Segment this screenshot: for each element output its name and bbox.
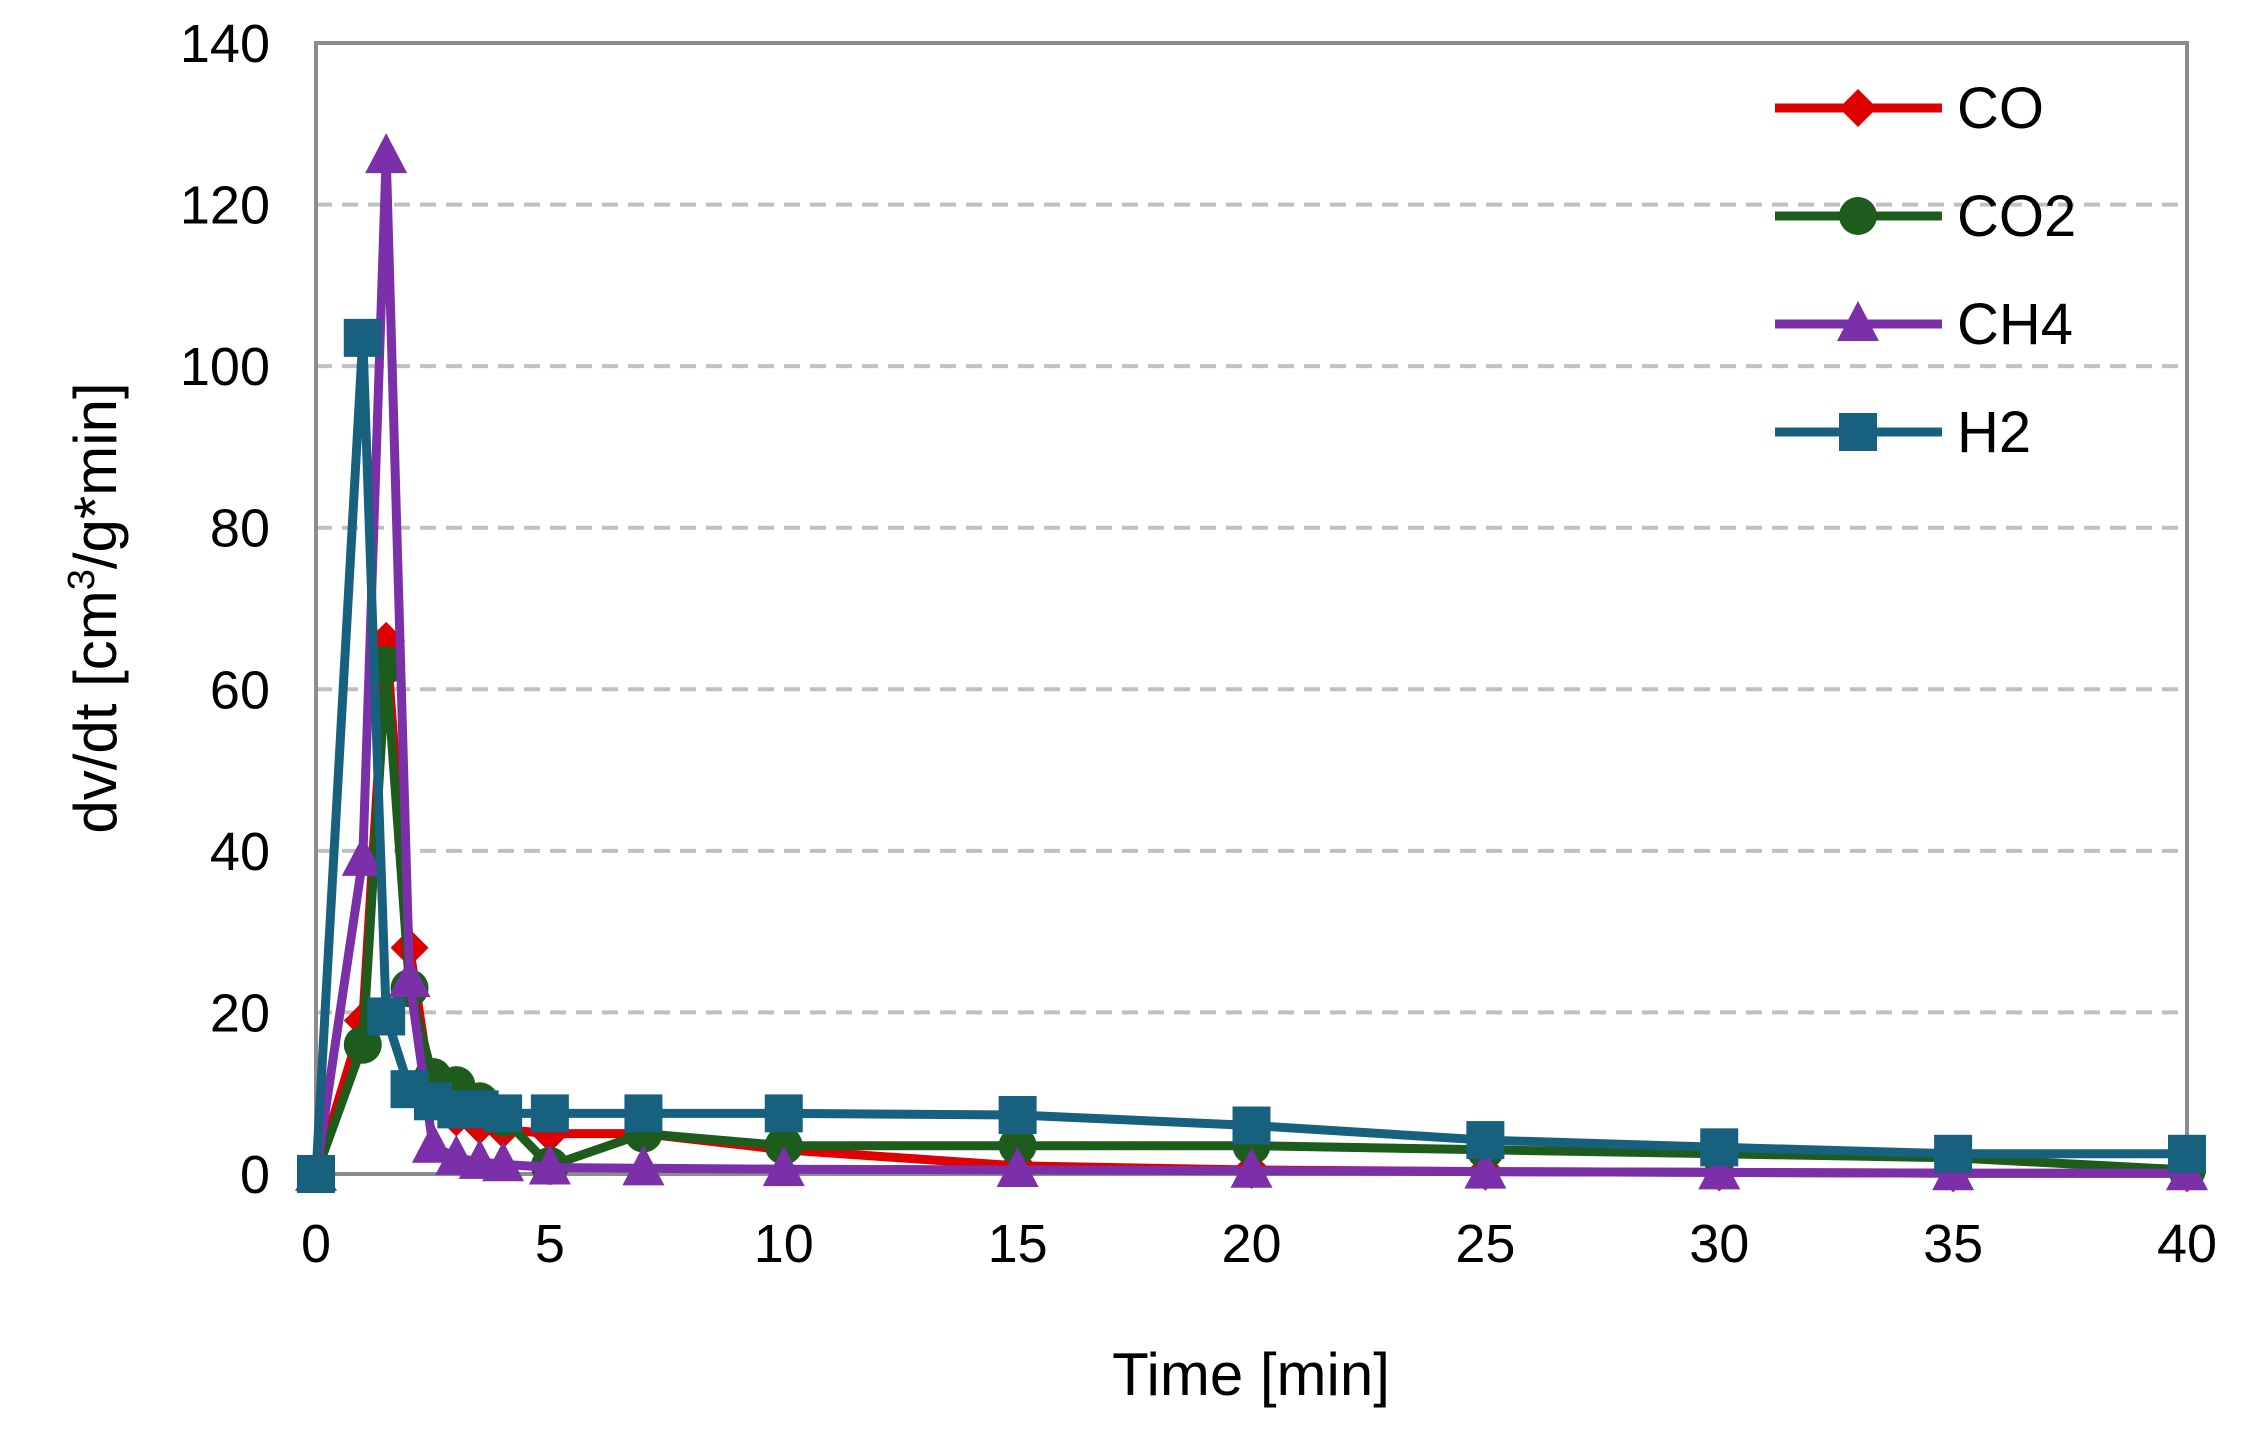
legend-label: CO	[1957, 76, 2044, 141]
legend-label: H2	[1957, 400, 2031, 465]
x-tick-label: 0	[301, 1214, 331, 1274]
series-layer	[295, 133, 2208, 1193]
y-tick-label: 80	[210, 499, 270, 559]
legend-swatch-marker	[1839, 197, 1877, 235]
x-tick-label: 10	[754, 1214, 814, 1274]
data-point-ch4	[996, 1146, 1039, 1187]
legend-label: CO2	[1957, 184, 2076, 249]
y-axis-title-superscript: 3	[61, 569, 103, 590]
data-point-h2	[530, 1094, 569, 1133]
series-h2	[297, 318, 2206, 1193]
data-point-ch4	[365, 133, 408, 174]
y-axis-ticks: 0 20 40 60 80 100 120 140	[180, 14, 270, 1205]
legend-swatch-marker	[1839, 89, 1877, 127]
x-tick-label: 25	[1455, 1214, 1515, 1274]
legend-swatch-marker	[1837, 301, 1879, 341]
x-tick-label: 40	[2157, 1214, 2217, 1274]
y-tick-label: 60	[210, 660, 270, 720]
x-axis-ticks: 0 5 10 15 20 25 30 35 40	[301, 1214, 2217, 1274]
data-point-ch4	[528, 1144, 571, 1185]
data-point-ch4	[622, 1145, 665, 1186]
data-point-ch4	[1464, 1148, 1507, 1189]
y-axis-title: dv/dt [cm3/g*min]	[61, 382, 129, 833]
y-axis-title-rest: /g*min]	[62, 382, 129, 569]
legend-swatch-marker	[1839, 413, 1877, 451]
data-point-ch4	[1698, 1149, 1741, 1190]
y-tick-label: 120	[180, 176, 270, 236]
data-point-h2	[367, 997, 406, 1036]
data-point-ch4	[411, 1122, 454, 1163]
data-point-h2	[998, 1096, 1037, 1135]
data-point-h2	[1232, 1106, 1271, 1145]
data-point-ch4	[341, 835, 384, 876]
data-point-h2	[764, 1094, 803, 1133]
data-point-co2	[764, 1126, 803, 1165]
data-point-ch4	[1230, 1147, 1273, 1188]
legend-label: CH4	[1957, 292, 2073, 357]
data-point-h2	[297, 1155, 335, 1193]
data-point-h2	[484, 1094, 523, 1133]
data-point-ch4	[388, 957, 431, 998]
y-axis-title-main: dv/dt [cm	[62, 590, 129, 833]
data-point-h2	[624, 1094, 663, 1133]
x-tick-label: 30	[1689, 1214, 1749, 1274]
data-point-co2	[998, 1126, 1037, 1165]
x-tick-label: 20	[1221, 1214, 1281, 1274]
y-tick-label: 100	[180, 337, 270, 397]
legend-item-h2: H2	[1775, 400, 2031, 465]
data-point-h2	[343, 318, 382, 357]
data-point-h2	[1466, 1121, 1505, 1160]
data-point-ch4	[762, 1146, 805, 1187]
legend-item-ch4: CH4	[1775, 292, 2073, 357]
x-tick-label: 5	[535, 1214, 565, 1274]
legend-item-co: CO	[1775, 76, 2044, 141]
legend: CO CO2 CH4 H2	[1775, 76, 2076, 465]
y-tick-label: 0	[240, 1145, 270, 1205]
x-tick-label: 15	[988, 1214, 1048, 1274]
y-tick-label: 40	[210, 822, 270, 882]
y-tick-label: 140	[180, 14, 270, 74]
x-tick-label: 35	[1923, 1214, 1983, 1274]
legend-item-co2: CO2	[1775, 184, 2076, 249]
data-point-h2	[1700, 1128, 1739, 1167]
data-point-h2	[1934, 1134, 1973, 1173]
data-point-h2	[2168, 1134, 2206, 1173]
y-tick-label: 20	[210, 983, 270, 1043]
data-point-ch4	[482, 1141, 525, 1182]
x-axis-title: Time [min]	[1112, 1341, 1390, 1408]
